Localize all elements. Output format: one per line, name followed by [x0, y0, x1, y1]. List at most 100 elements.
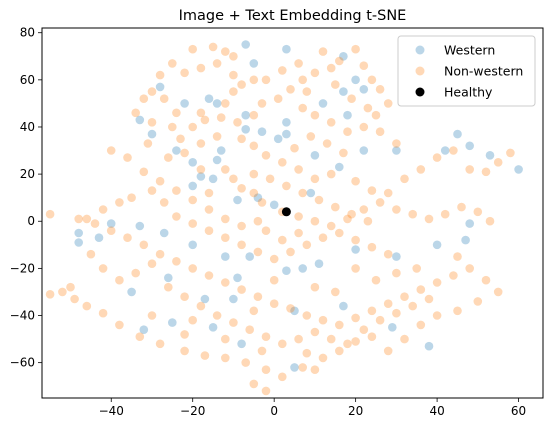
scatter-point: [318, 353, 328, 363]
scatter-point: [294, 59, 303, 68]
scatter-point: [139, 167, 149, 177]
scatter-point: [241, 358, 250, 367]
scatter-point: [200, 294, 210, 304]
scatter-point: [159, 94, 169, 103]
scatter-point: [261, 386, 271, 396]
scatter-point: [188, 195, 197, 205]
scatter-point: [351, 75, 360, 85]
scatter-point: [204, 226, 214, 235]
scatter-point: [249, 75, 259, 85]
scatter-point: [115, 320, 124, 330]
scatter-point: [449, 146, 458, 155]
scatter-point: [229, 87, 238, 96]
scatter-point: [257, 198, 267, 207]
legend: Western Non-western Healthy: [397, 35, 536, 107]
scatter-point: [286, 304, 295, 313]
scatter-point: [229, 174, 238, 184]
scatter-point: [465, 264, 475, 273]
scatter-point: [310, 365, 320, 375]
scatter-point: [286, 247, 295, 257]
scatter-point: [335, 162, 344, 172]
scatter-point: [131, 268, 140, 278]
x-tick-label: 40: [429, 404, 444, 418]
scatter-point: [221, 165, 230, 174]
scatter-point: [216, 146, 226, 155]
scatter-point: [131, 108, 140, 118]
scatter-point: [326, 118, 336, 127]
scatter-point: [74, 214, 83, 224]
scatter-point: [339, 301, 348, 311]
scatter-point: [506, 148, 515, 158]
scatter-point: [123, 153, 132, 162]
scatter-point: [412, 264, 422, 273]
scatter-point: [249, 306, 259, 316]
scatter-point: [282, 266, 291, 276]
scatter-point: [241, 110, 250, 120]
legend-box: [397, 35, 536, 107]
scatter-point: [367, 332, 377, 342]
scatter-point: [457, 202, 466, 212]
scatter-point: [351, 337, 360, 346]
scatter-point: [331, 80, 340, 89]
scatter-point: [180, 330, 189, 339]
y-tick-label: −60: [10, 356, 35, 370]
scatter-point: [440, 209, 450, 219]
scatter-point: [168, 122, 177, 132]
scatter-point: [261, 151, 271, 160]
scatter-point: [281, 207, 291, 217]
scatter-point: [290, 143, 299, 153]
scatter-point: [371, 275, 381, 285]
scatter-point: [453, 129, 462, 139]
scatter-point: [432, 153, 442, 162]
scatter-point: [351, 176, 360, 186]
scatter-point: [229, 294, 238, 304]
scatter-point: [481, 167, 491, 177]
scatter-point: [326, 169, 336, 179]
scatter-point: [204, 94, 214, 103]
scatter-point: [286, 85, 295, 94]
scatter-point: [367, 306, 377, 316]
scatter-point: [493, 158, 503, 167]
scatter-point: [473, 297, 483, 306]
scatter-point: [432, 240, 442, 250]
scatter-point: [294, 334, 303, 344]
scatter-point: [298, 264, 308, 273]
scatter-point: [371, 110, 381, 120]
scatter-point: [314, 195, 324, 205]
scatter-point: [233, 195, 242, 205]
scatter-point: [257, 127, 267, 136]
scatter-point: [310, 110, 320, 120]
scatter-point: [253, 216, 263, 226]
scatter-point: [298, 363, 308, 372]
scatter-point: [147, 129, 157, 139]
scatter-point: [485, 151, 495, 160]
scatter-point: [302, 311, 312, 320]
legend-label: Non-western: [444, 64, 523, 79]
plot-points: [45, 40, 523, 396]
scatter-point: [200, 115, 210, 125]
scatter-point: [375, 127, 385, 136]
scatter-point: [282, 129, 291, 139]
scatter-point: [383, 188, 393, 198]
scatter-point: [335, 56, 344, 66]
series-non-western: [45, 42, 515, 396]
scatter-point: [180, 148, 189, 158]
scatter-point: [66, 282, 75, 292]
scatter-point: [200, 351, 210, 360]
scatter-point: [172, 257, 181, 266]
scatter-point: [253, 247, 263, 257]
scatter-point: [147, 186, 157, 195]
y-tick-label: −20: [10, 261, 35, 275]
scatter-point: [339, 52, 348, 61]
scatter-point: [58, 287, 67, 297]
scatter-point: [343, 214, 352, 224]
scatter-point: [318, 47, 328, 56]
scatter-point: [278, 339, 287, 349]
scatter-point: [310, 282, 320, 292]
scatter-point: [278, 372, 287, 382]
scatter-point: [347, 209, 356, 219]
scatter-point: [359, 325, 369, 335]
scatter-point: [310, 216, 320, 226]
scatter-point: [257, 346, 267, 356]
scatter-point: [147, 259, 157, 269]
